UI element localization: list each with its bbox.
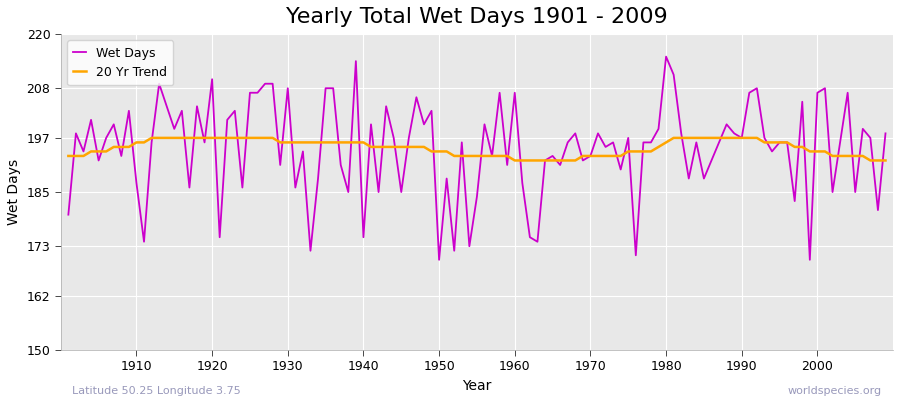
Wet Days (123, 108, 134, 113)
Wet Days (608, 140, 618, 145)
Y-axis label: Wet Days: Wet Days (7, 159, 21, 225)
20 Yr Trend (616, 154, 626, 158)
Wet Days (880, 131, 891, 136)
Wet Days (336, 162, 346, 167)
Line: Wet Days: Wet Days (68, 57, 886, 260)
20 Yr Trend (298, 140, 309, 145)
Wet Days (434, 257, 445, 262)
Wet Days (509, 90, 520, 95)
20 Yr Trend (517, 158, 527, 163)
Wet Days (63, 212, 74, 217)
20 Yr Trend (880, 158, 891, 163)
20 Yr Trend (343, 140, 354, 145)
20 Yr Trend (63, 154, 74, 158)
Title: Yearly Total Wet Days 1901 - 2009: Yearly Total Wet Days 1901 - 2009 (286, 7, 668, 27)
X-axis label: Year: Year (463, 379, 491, 393)
Wet Days (290, 185, 301, 190)
20 Yr Trend (525, 158, 535, 163)
Wet Days (661, 54, 671, 59)
Text: Latitude 50.25 Longitude 3.75: Latitude 50.25 Longitude 3.75 (72, 386, 241, 396)
Line: 20 Yr Trend: 20 Yr Trend (68, 138, 886, 160)
Legend: Wet Days, 20 Yr Trend: Wet Days, 20 Yr Trend (67, 40, 173, 85)
Text: worldspecies.org: worldspecies.org (788, 386, 882, 396)
Wet Days (517, 181, 527, 186)
20 Yr Trend (146, 136, 157, 140)
20 Yr Trend (123, 144, 134, 149)
20 Yr Trend (509, 158, 520, 163)
